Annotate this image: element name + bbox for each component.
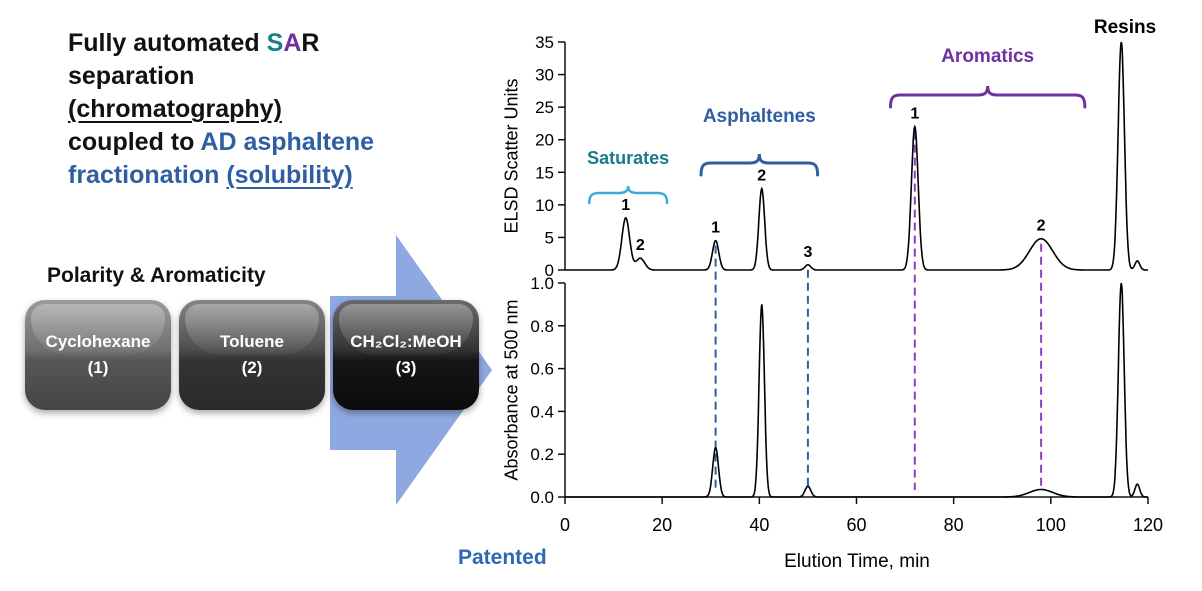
y-tick-label: 15 (535, 163, 554, 182)
y-tick-label: 0.0 (530, 488, 554, 507)
y-tick-label: 1.0 (530, 274, 554, 293)
fraction-label-aromatics: Aromatics (941, 46, 1035, 67)
x-tick-label: 80 (944, 515, 964, 535)
elsd-axis-label: ELSD Scatter Units (501, 78, 522, 234)
patented-label: Patented (458, 546, 547, 569)
y-tick-label: 35 (535, 33, 554, 52)
x-tick-label: 60 (846, 515, 866, 535)
y-tick-label: 0.2 (530, 445, 554, 464)
fraction-label-saturates: Saturates (587, 148, 670, 168)
headline-text-coupled: coupled to (68, 128, 201, 156)
solvent-name: CH₂Cl₂:MeOH (350, 332, 462, 351)
absorbance-axis-label: Absorbance at 500 nm (501, 299, 522, 481)
bracket-aromatics (889, 85, 1087, 109)
x-tick-label: 100 (1036, 515, 1066, 535)
peak-label: 1 (910, 106, 919, 123)
headline-text-fractionation: fractionation (68, 161, 227, 189)
headline-letter-r: R (301, 29, 320, 57)
solvent-number: (2) (241, 358, 263, 377)
headline-text-solubility: (solubility) (226, 161, 353, 189)
solvent-box-cyclohexane: Cyclohexane (1) (25, 300, 171, 410)
resins-label: Resins (1093, 17, 1157, 38)
fraction-label-asphaltenes: Asphaltenes (702, 106, 816, 127)
x-tick-label: 20 (652, 515, 672, 535)
peak-label: 3 (803, 244, 812, 261)
peak-label: 2 (757, 168, 766, 185)
bracket-asphaltenes (699, 153, 820, 177)
headline-line-5: fractionation (solubility) (68, 159, 498, 192)
peak-label: 1 (711, 220, 720, 237)
absorbance-trace (565, 282, 1148, 498)
y-tick-label: 20 (535, 131, 554, 150)
polarity-aromaticity-label: Polarity & Aromaticity (47, 264, 266, 287)
y-tick-label: 0.4 (530, 402, 554, 421)
solvent-number: (1) (87, 358, 109, 377)
headline-letter-a: A (283, 29, 302, 57)
headline-text-ad: AD asphaltene (200, 128, 375, 156)
peak-label: 2 (636, 237, 645, 254)
y-tick-label: 10 (535, 196, 554, 215)
solvent-box-toluene: Toluene (2) (179, 300, 325, 410)
y-tick-label: 0 (545, 261, 554, 280)
solvent-name: Toluene (220, 332, 284, 351)
headline-line-1: Fully automated SAR (68, 27, 498, 60)
headline: Fully automated SAR separation (chromato… (68, 27, 498, 192)
solvent-box-dcm-meoh: CH₂Cl₂:MeOH (3) (333, 300, 479, 410)
bracket-saturates (588, 185, 669, 205)
headline-line-4: coupled to AD asphaltene (68, 126, 498, 159)
y-tick-label: 25 (535, 98, 554, 117)
x-tick-label: 40 (749, 515, 769, 535)
solvent-number: (3) (395, 358, 417, 377)
y-tick-label: 0.6 (530, 360, 554, 379)
y-tick-label: 5 (545, 228, 554, 247)
solvent-name: Cyclohexane (45, 332, 151, 351)
peak-label: 2 (1037, 218, 1046, 235)
headline-letter-s: S (266, 29, 284, 57)
x-tick-label: 0 (560, 515, 570, 535)
x-tick-label: 120 (1133, 515, 1163, 535)
y-tick-label: 30 (535, 66, 554, 85)
y-tick-label: 0.8 (530, 317, 554, 336)
peak-label: 1 (621, 197, 630, 214)
headline-line-3: (chromatography) (68, 95, 282, 123)
elution-time-axis-label: Elution Time, min (784, 551, 930, 572)
elsd-trace (565, 41, 1148, 271)
headline-line-2: separation (68, 62, 195, 90)
headline-text-fully: Fully automated (68, 29, 267, 57)
